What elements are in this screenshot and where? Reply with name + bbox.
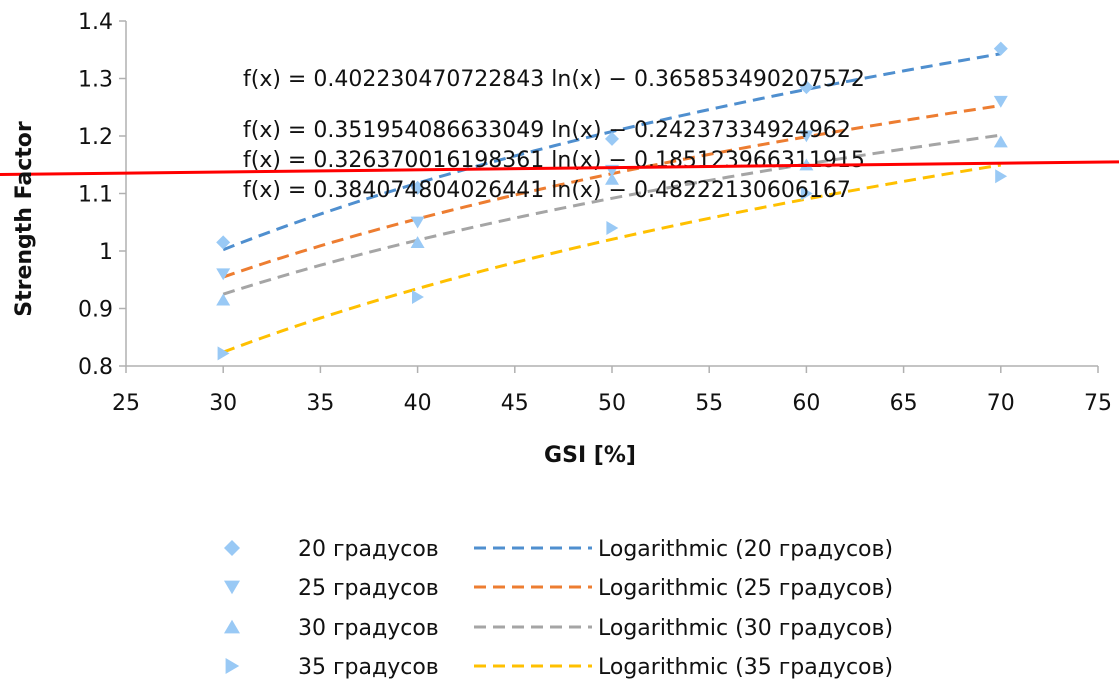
legend-trend-label-1: Logarithmic (20 градусов) — [598, 537, 893, 562]
data-point-s1 — [799, 80, 814, 95]
data-point-s1 — [216, 235, 231, 250]
y-tick-label: 0.8 — [78, 355, 113, 380]
x-tick-label: 45 — [501, 391, 529, 416]
axes — [119, 20, 1099, 373]
reference-line — [0, 160, 1119, 177]
data-points — [216, 41, 1008, 361]
trend-equations: f(x) = 0.402230470722843 ln(x) − 0.36585… — [243, 67, 865, 203]
x-tick-label: 65 — [890, 391, 918, 416]
x-tick-label: 25 — [112, 391, 140, 416]
x-tick-label: 35 — [306, 391, 334, 416]
y-tick-label: 1.1 — [78, 183, 113, 208]
x-tick-label: 70 — [987, 391, 1015, 416]
legend-label-2: 25 градусов — [298, 576, 439, 601]
y-tick-label: 1.3 — [78, 68, 113, 93]
legend: 20 градусов Logarithmic (20 градусов) 25 г… — [224, 537, 893, 680]
y-tick-label: 1.4 — [78, 10, 113, 35]
legend-label-3: 30 градусов — [298, 616, 439, 641]
legend-marker-2 — [224, 580, 240, 595]
x-tick-label: 40 — [404, 391, 432, 416]
x-tick-label: 50 — [598, 391, 626, 416]
trendline-3 — [222, 133, 1002, 296]
y-tick-label: 0.9 — [78, 298, 113, 323]
legend-label-1: 20 градусов — [298, 537, 439, 562]
y-axis-title: Strength Factor — [12, 121, 37, 317]
y-tick-label: 1.2 — [78, 125, 113, 150]
data-point-s2 — [216, 268, 231, 281]
data-point-s2 — [799, 130, 814, 143]
legend-marker-3 — [224, 619, 240, 634]
data-point-s2 — [993, 95, 1008, 108]
legend-trend-label-4: Logarithmic (35 градусов) — [598, 655, 893, 680]
x-tick-label: 55 — [695, 391, 723, 416]
trendline-4 — [222, 163, 1002, 354]
legend-trend-label-2: Logarithmic (25 градусов) — [598, 576, 893, 601]
data-point-s3 — [605, 172, 619, 185]
data-point-s4 — [217, 346, 230, 361]
x-tick-label: 30 — [209, 391, 237, 416]
trend-equation-4: f(x) = 0.384074804026441 ln(x) − 0.48222… — [243, 178, 851, 203]
x-axis-title: GSI [%] — [544, 443, 636, 468]
x-tick-label: 75 — [1084, 391, 1112, 416]
reference-line-group — [0, 160, 1119, 177]
legend-marker-4 — [225, 658, 240, 674]
x-tick-labels: 25 30 35 40 45 50 55 60 65 70 75 — [112, 391, 1112, 416]
legend-trend-label-3: Logarithmic (30 градусов) — [598, 616, 893, 641]
legend-marker-1 — [224, 540, 240, 556]
data-point-s1 — [410, 180, 425, 195]
data-point-s4 — [412, 290, 424, 304]
y-tick-label: 1 — [99, 240, 113, 265]
data-point-s1 — [605, 131, 619, 146]
data-point-s4 — [800, 186, 813, 201]
legend-label-4: 35 градусов — [298, 655, 439, 680]
y-tick-labels: 0.8 0.9 1 1.1 1.2 1.3 1.4 — [78, 10, 113, 380]
trendline-1 — [222, 52, 1002, 252]
data-point-s2 — [410, 216, 425, 229]
data-point-s4 — [995, 169, 1008, 184]
data-point-s3 — [216, 293, 231, 306]
data-point-s3 — [993, 135, 1008, 148]
trend-equation-1: f(x) = 0.402230470722843 ln(x) − 0.36585… — [243, 67, 865, 92]
trend-equation-2: f(x) = 0.351954086633049 ln(x) − 0.24237… — [243, 118, 851, 143]
data-point-s1 — [993, 41, 1008, 56]
data-point-s4 — [606, 221, 619, 235]
x-tick-label: 60 — [792, 391, 820, 416]
data-point-s3 — [410, 236, 425, 248]
